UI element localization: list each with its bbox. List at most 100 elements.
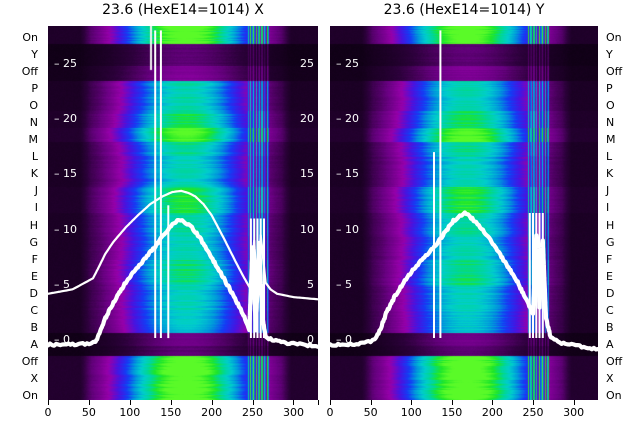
category-label-o-4: O	[29, 99, 38, 113]
category-label-m-6: M	[28, 133, 39, 147]
x-axis-right: 0 50 100 150 200 250 300	[326, 400, 598, 440]
category-label-g-12: G	[606, 235, 615, 249]
x-tick-label-50: 50	[81, 406, 96, 419]
x-tick-mark-50	[88, 400, 90, 405]
x-tick-mark-0	[48, 400, 49, 405]
x-tick-label-250: 250	[522, 406, 544, 419]
category-label-n-5: N	[29, 116, 38, 130]
category-label-j-9: J	[34, 184, 38, 198]
category-label-b-17: B	[606, 320, 614, 334]
x-tick-mark-edge	[318, 400, 319, 405]
x-tick-label-50: 50	[363, 406, 378, 419]
category-label-on-0: On	[606, 31, 622, 44]
x-axis-left: 0 50 100 150 200 250 300	[44, 400, 319, 440]
panel-title-y: 23.6 (HexE14=1014) Y	[383, 2, 545, 18]
category-label-on-21: On	[606, 389, 622, 402]
trace-spike	[439, 30, 442, 339]
category-label-j-9: J	[606, 184, 610, 198]
trace-spike	[256, 218, 259, 338]
x-tick-mark-200	[492, 400, 494, 405]
x-tick-mark-300	[573, 400, 575, 405]
category-label-c-16: C	[30, 303, 38, 317]
x-tick-mark-100	[411, 400, 413, 405]
category-label-d-15: D	[29, 286, 38, 300]
x-tick-label-150: 150	[160, 406, 182, 419]
trace-spike	[263, 218, 265, 338]
trace-profile	[330, 210, 598, 352]
category-label-off-2: Off	[606, 65, 623, 79]
trace-spike	[167, 205, 170, 339]
category-label-on-21: On	[22, 389, 38, 402]
x-tick-mark-250	[252, 400, 254, 405]
category-label-x-20: X	[606, 371, 614, 385]
x-tick-label-200: 200	[481, 406, 503, 419]
x-tick-mark-300	[293, 400, 295, 405]
category-label-h-11: H	[606, 218, 615, 232]
category-label-y-1: Y	[606, 48, 613, 62]
category-label-p-3: P	[606, 82, 613, 96]
category-label-e-14: E	[606, 269, 613, 283]
trace-spike	[528, 213, 531, 338]
heatmap-x[interactable]: – 0– 5– 10– 15– 20– 25 0 5 10 15 20 25	[48, 26, 318, 400]
category-label-a-18: A	[30, 337, 38, 351]
trace-spike	[538, 213, 541, 338]
category-label-off-19: Off	[21, 354, 38, 368]
x-tick-mark-150	[451, 400, 453, 405]
category-label-i-10: I	[34, 201, 38, 215]
trace-overlay	[48, 30, 318, 349]
category-label-h-11: H	[29, 218, 38, 232]
category-label-b-17: B	[30, 320, 38, 334]
panel-y[interactable]: – 0– 5– 10– 15– 20– 25	[330, 26, 598, 400]
category-label-k-8: K	[30, 167, 38, 181]
category-label-a-18: A	[606, 337, 614, 351]
x-tick-mark-250	[533, 400, 535, 405]
category-label-n-5: N	[606, 116, 615, 130]
x-tick-label-150: 150	[441, 406, 463, 419]
category-axis-left: On Y Off P O N M L K J I H G F E D C B A Off X On	[0, 26, 44, 402]
x-tick-label-100: 100	[119, 406, 141, 419]
panel-title-x: 23.6 (HexE14=1014) X	[102, 2, 264, 18]
heatmap-canvas	[48, 26, 318, 400]
trace-spike	[535, 213, 538, 338]
x-tick-label-300: 300	[282, 406, 304, 419]
category-label-c-16: C	[606, 303, 614, 317]
trace-spike	[433, 152, 435, 338]
trace-outer-profile	[48, 189, 318, 301]
trace-inner-noisy-profile	[48, 218, 318, 349]
category-label-x-20: X	[30, 371, 38, 385]
category-label-f-13: F	[31, 252, 38, 266]
x-tick-mark-200	[211, 400, 213, 405]
trace-spike	[249, 218, 252, 338]
category-label-m-6: M	[606, 133, 616, 147]
panel-x[interactable]: – 0– 5– 10– 15– 20– 25 0 5 10 15 20 25	[48, 26, 318, 400]
category-label-k-8: K	[606, 167, 614, 181]
category-label-y-1: Y	[31, 48, 38, 62]
x-tick-label-100: 100	[400, 406, 422, 419]
category-label-off-2: Off	[21, 65, 38, 79]
x-tick-mark-0	[330, 400, 331, 405]
trace-spike	[159, 30, 162, 339]
trace-spike	[541, 213, 544, 338]
trace-spike	[532, 213, 534, 338]
category-label-e-14: E	[31, 269, 38, 283]
heatmap-y[interactable]: – 0– 5– 10– 15– 20– 25	[330, 26, 598, 400]
category-axis-right: On Y Off P O N M L K J I H G F E D C B A Off X On	[600, 26, 640, 402]
category-label-p-3: P	[31, 82, 38, 96]
x-tick-label-200: 200	[201, 406, 223, 419]
x-tick-mark-150	[170, 400, 172, 405]
x-tick-mark-50	[370, 400, 372, 405]
category-label-f-13: F	[606, 252, 613, 266]
trace-spike	[259, 218, 262, 338]
trace-overlay	[330, 30, 598, 352]
category-label-on-0: On	[22, 31, 38, 44]
category-label-i-10: I	[606, 201, 610, 215]
x-tick-label-300: 300	[563, 406, 585, 419]
x-tick-label-0: 0	[44, 406, 52, 419]
category-label-l-7: L	[31, 150, 38, 164]
category-label-l-7: L	[606, 150, 613, 164]
category-label-d-15: D	[606, 286, 615, 300]
x-tick-label-250: 250	[242, 406, 264, 419]
trace-spike	[154, 30, 157, 339]
x-tick-label-0: 0	[326, 406, 334, 419]
